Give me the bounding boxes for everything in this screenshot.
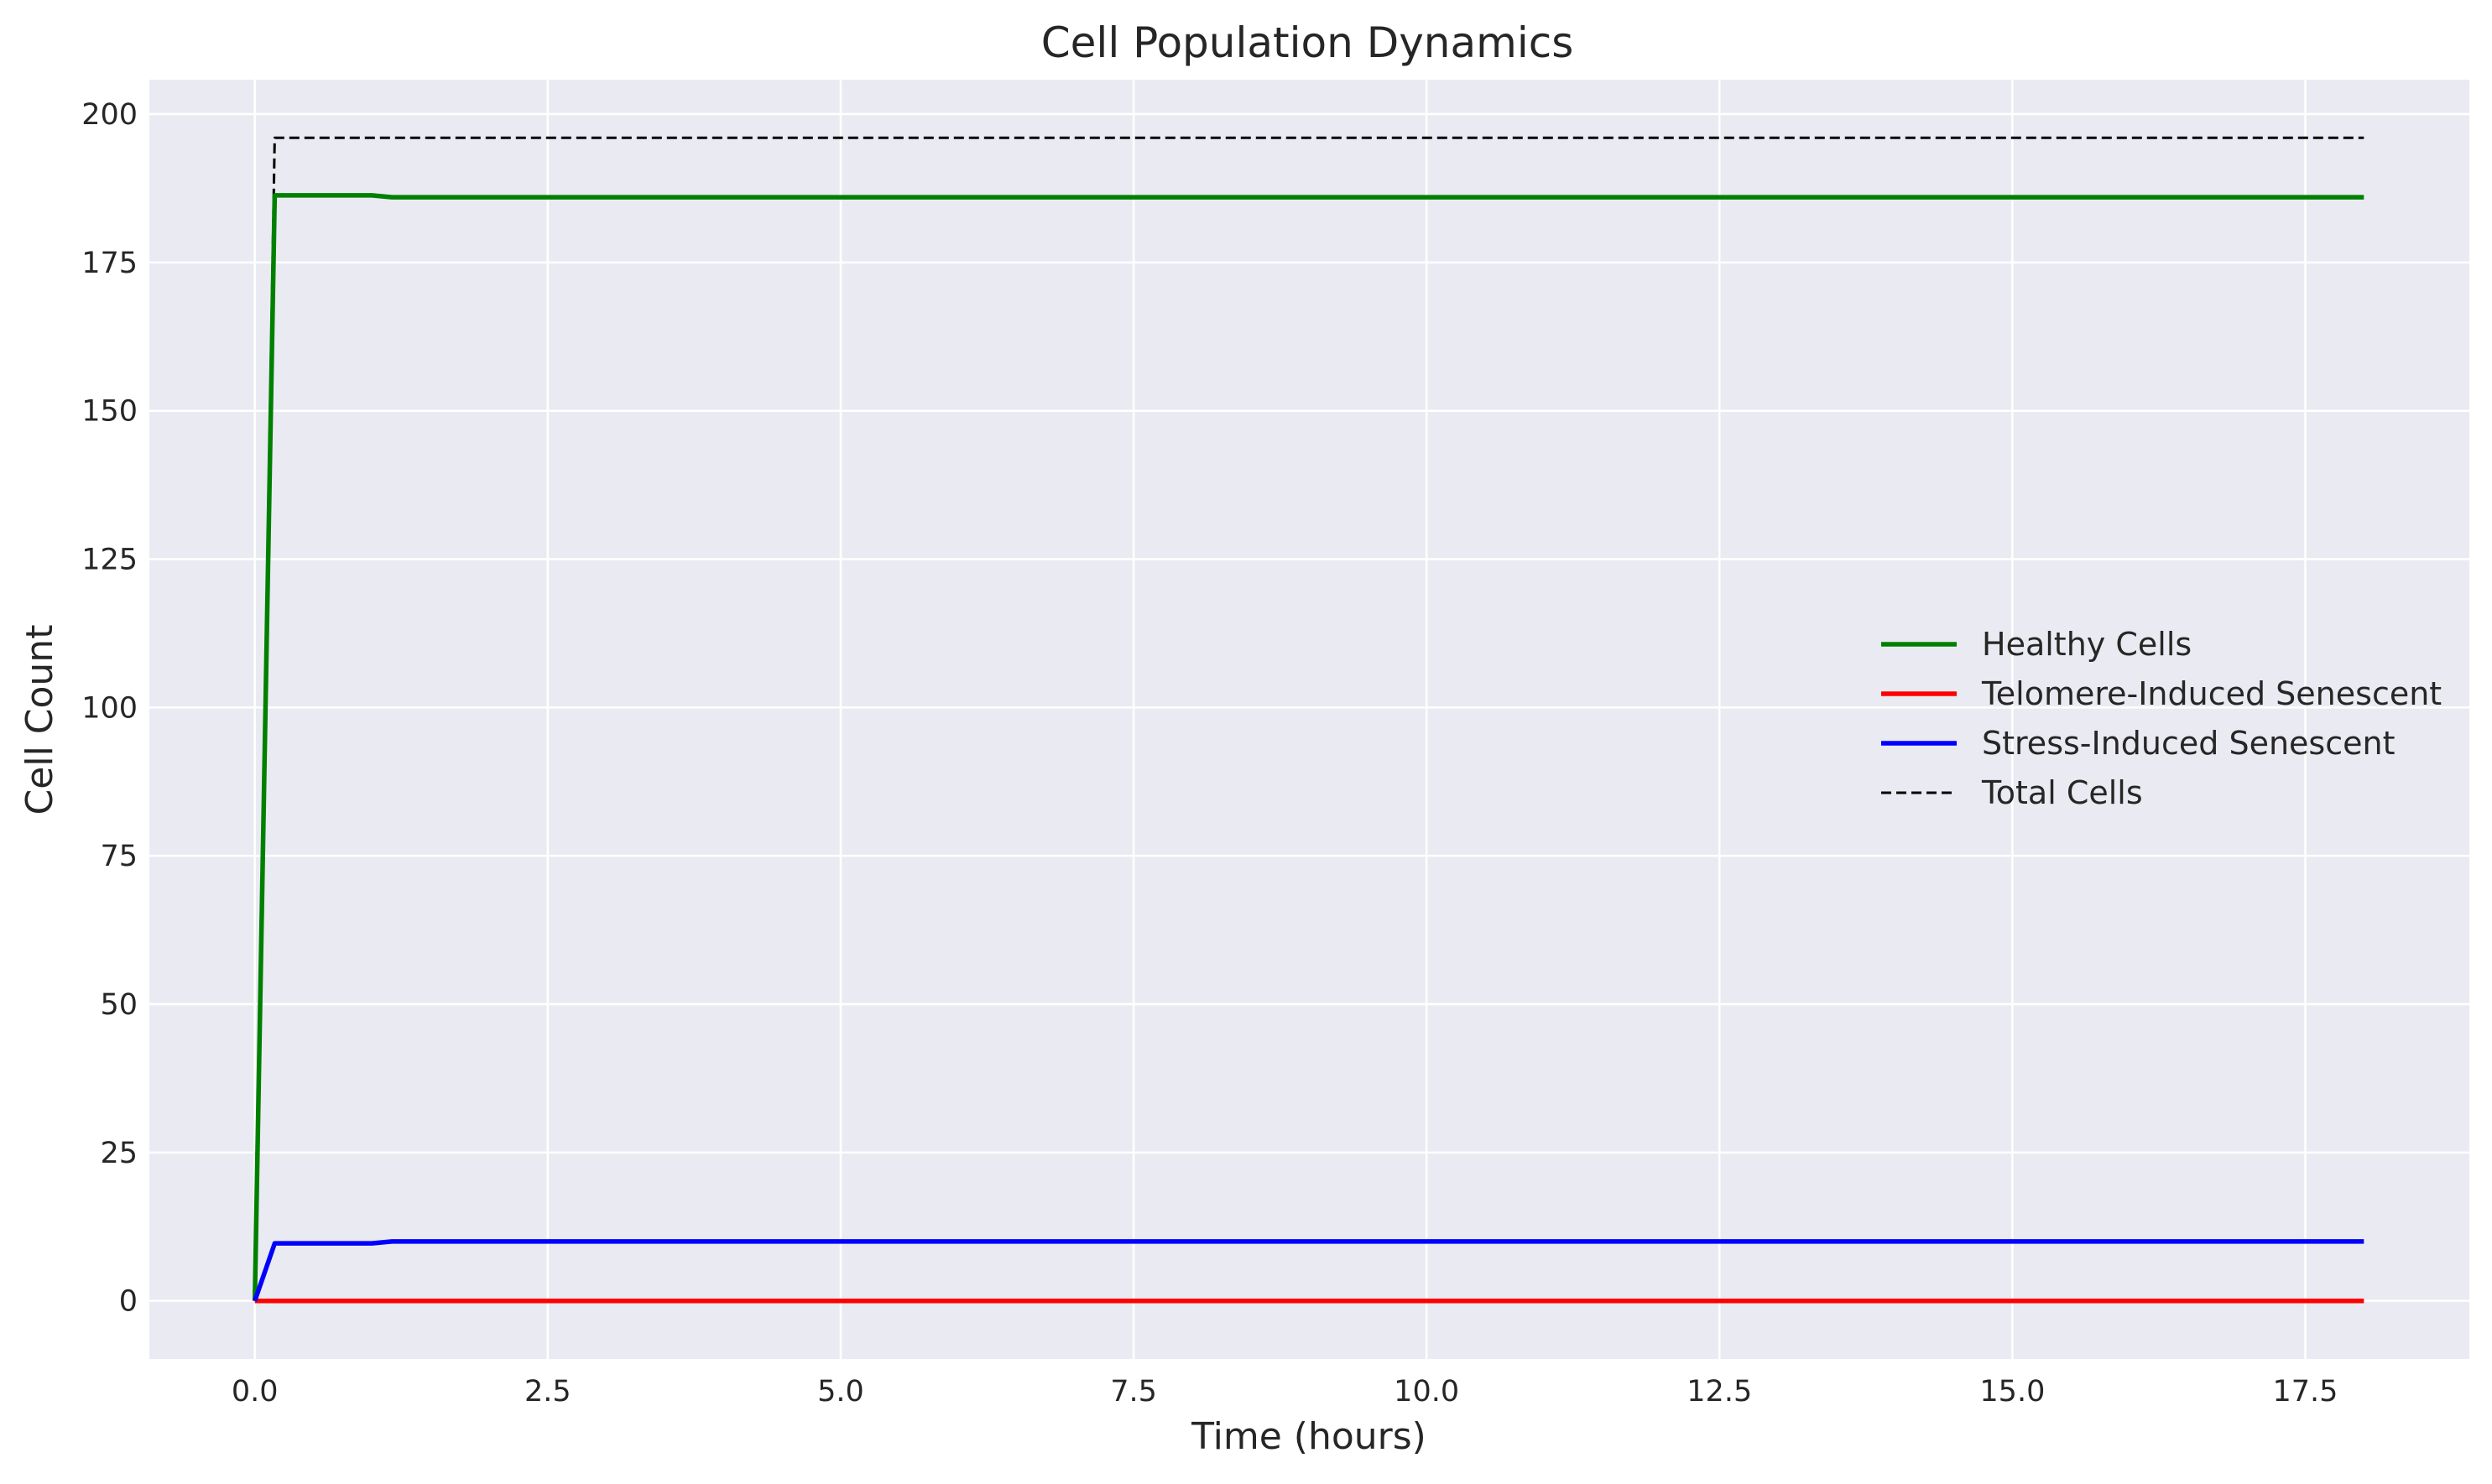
y-tick-label: 25 — [100, 1137, 138, 1170]
series-line-stress-induced-senescent — [253, 1239, 2364, 1302]
legend-label: Telomere-Induced Senescent — [1981, 675, 2442, 712]
x-tick-label: 15.0 — [1979, 1375, 2045, 1408]
legend-label: Stress-Induced Senescent — [1982, 725, 2395, 762]
plot-area — [149, 80, 2469, 1359]
y-tick-label: 175 — [81, 247, 138, 280]
y-axis-label: Cell Count — [18, 625, 61, 815]
x-tick-label: 0.0 — [232, 1375, 279, 1408]
y-axis-ticks: 0 25 50 75 100 125 150 175 200 — [81, 98, 138, 1319]
chart-title: Cell Population Dynamics — [1041, 18, 1574, 67]
series-lines — [252, 136, 2364, 1304]
x-tick-label: 10.0 — [1394, 1375, 1459, 1408]
legend: Healthy Cells Telomere-Induced Senescent S… — [1881, 626, 2442, 811]
grid-lines — [149, 80, 2469, 1359]
legend-label: Healthy Cells — [1982, 626, 2192, 663]
y-tick-label: 50 — [100, 988, 138, 1022]
series-line-healthy-cells — [252, 193, 2364, 1301]
legend-label: Total Cells — [1981, 774, 2143, 811]
series-line-total-cells — [253, 136, 2364, 1301]
x-axis-ticks: 0.0 2.5 5.0 7.5 10.0 12.5 15.0 17.5 — [232, 1375, 2338, 1408]
x-tick-label: 5.0 — [817, 1375, 864, 1408]
x-tick-label: 12.5 — [1687, 1375, 1752, 1408]
y-tick-label: 150 — [81, 395, 138, 429]
y-tick-label: 125 — [81, 544, 138, 577]
x-tick-label: 2.5 — [524, 1375, 571, 1408]
x-axis-label: Time (hours) — [1191, 1415, 1426, 1458]
y-tick-label: 75 — [100, 840, 138, 873]
x-tick-label: 7.5 — [1110, 1375, 1157, 1408]
y-tick-label: 200 — [81, 98, 138, 132]
x-tick-label: 17.5 — [2273, 1375, 2338, 1408]
y-tick-label: 100 — [81, 691, 138, 725]
y-tick-label: 0 — [119, 1285, 138, 1319]
